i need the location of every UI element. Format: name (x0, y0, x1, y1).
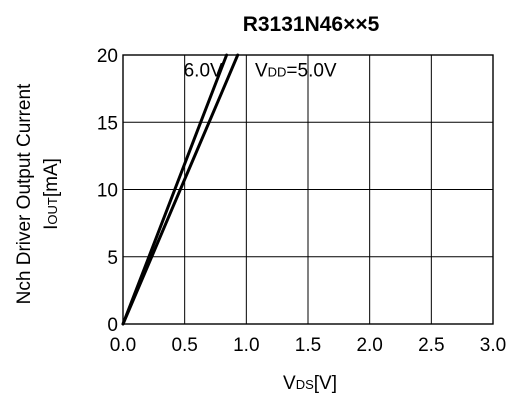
tick-labels: 0.0 0.5 1.0 1.5 2.0 2.5 3.0 0 5 10 15 20 (97, 46, 506, 356)
x-tick-label: 1.0 (233, 335, 259, 356)
y-axis-label-line2: IOUT[mA] (41, 158, 62, 230)
series-line-5v (121, 53, 240, 326)
series-line-6v (121, 53, 229, 326)
x-axis-label-subscript: DS (296, 377, 314, 392)
y-axis-label-unit: [mA] (41, 158, 62, 197)
x-tick-label: 2.5 (418, 335, 444, 356)
x-axis-label: VDS[V] (283, 373, 337, 394)
x-tick-label: 0.0 (110, 335, 136, 356)
y-tick-label: 20 (97, 46, 118, 67)
x-tick-label: 1.5 (295, 335, 321, 356)
y-axis-label-subscript: OUT (45, 197, 60, 225)
x-tick-label: 3.0 (480, 335, 506, 356)
series-label-dd-subscript: DD (268, 65, 287, 80)
x-axis-label-main: V (283, 373, 296, 394)
series-label-6v: 6.0V (184, 61, 223, 82)
grid (123, 55, 493, 324)
series-label-v: V (255, 61, 268, 82)
y-axis-label-line2-group: IOUT[mA] (41, 158, 62, 230)
plot-area-frame (122, 54, 494, 325)
chart-title: R3131N46××5 (243, 13, 380, 36)
x-tick-label: 2.0 (356, 335, 382, 356)
series-group (121, 53, 240, 326)
x-axis-label-unit: [V] (314, 373, 337, 394)
series-label-vdd-5v: VDD=5.0V (255, 61, 337, 82)
x-tick-label: 0.5 (171, 335, 197, 356)
y-tick-label: 15 (97, 113, 118, 134)
y-axis-label-line1-group: Nch Driver Output Current (14, 83, 35, 304)
y-tick-label: 5 (107, 248, 118, 269)
series-label-5v-value: =5.0V (286, 61, 337, 82)
y-tick-label: 10 (97, 181, 118, 202)
y-tick-label: 0 (107, 315, 118, 336)
y-axis-label-main: I (41, 225, 62, 230)
y-axis-label-line1: Nch Driver Output Current (14, 83, 35, 304)
